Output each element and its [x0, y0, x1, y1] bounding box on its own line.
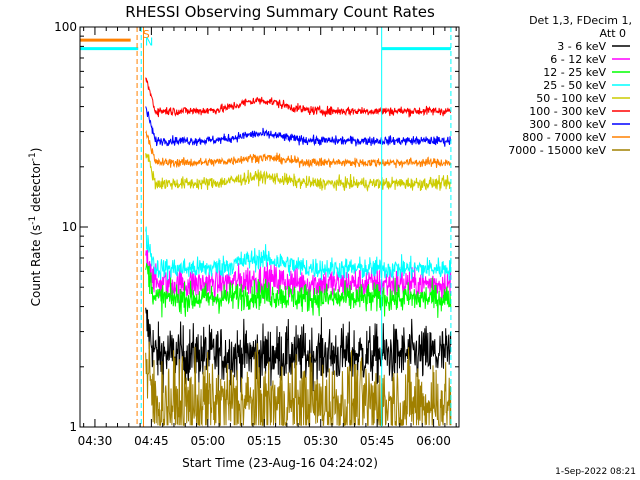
series-line-800-7000-kev [145, 129, 452, 169]
marker-s: S [143, 28, 150, 41]
series-line-300-800-kev [145, 106, 452, 147]
x-tick-label: 04:30 [78, 434, 113, 448]
overlay-layer [80, 27, 452, 427]
chart-title: RHESSI Observing Summary Count Rates [125, 3, 435, 21]
axis-layer: 1 10 100 04:30 04:45 05:00 05:15 05:30 05:45 06:0… [54, 20, 459, 448]
series-line-25-50-kev [145, 226, 452, 281]
y-tick-label: 100 [54, 20, 77, 34]
x-tick-label: 04:45 [134, 434, 169, 448]
legend-label: 50 - 100 keV [536, 92, 606, 105]
date-stamp: 1-Sep-2022 08:21 [555, 467, 636, 477]
y-tick-label: 10 [62, 220, 77, 234]
y-axis-label: Count Rate (s-1 detector-1) [28, 148, 43, 307]
x-tick-label: 05:15 [247, 434, 282, 448]
legend-label: 100 - 300 keV [529, 105, 606, 118]
series-line-3-6-kev [145, 307, 452, 393]
x-tick-label: 05:00 [191, 434, 226, 448]
series-line-12-25-kev [145, 262, 452, 318]
series-line-100-300-kev [145, 77, 452, 118]
series-line-50-100-kev [145, 153, 452, 193]
y-tick-label: 1 [69, 420, 77, 434]
legend-label: 800 - 7000 keV [522, 131, 606, 144]
legend-label: 300 - 800 keV [529, 118, 606, 131]
series-line-6-12-kev [145, 245, 452, 303]
marker-n: N [145, 35, 153, 48]
series-line-7000-15000-kev [145, 341, 452, 427]
data-layer [145, 77, 452, 427]
x-tick-label: 05:30 [303, 434, 338, 448]
x-tick-label: 06:00 [416, 434, 451, 448]
plot-area: 1 10 100 04:30 04:45 05:00 05:15 05:30 05:45 06:0… [54, 20, 460, 448]
legend-label: 25 - 50 keV [543, 79, 606, 92]
legend-label: 12 - 25 keV [543, 66, 606, 79]
legend-label: 3 - 6 keV [557, 40, 606, 53]
x-axis-label: Start Time (23-Aug-16 04:24:02) [182, 456, 378, 470]
legend-header-line-2: Att 0 [600, 27, 626, 40]
legend-label: 7000 - 15000 keV [508, 144, 606, 157]
x-tick-label: 05:45 [360, 434, 395, 448]
legend-label: 6 - 12 keV [550, 53, 606, 66]
legend-header-line-1: Det 1,3, FDecim 1, [529, 14, 632, 27]
